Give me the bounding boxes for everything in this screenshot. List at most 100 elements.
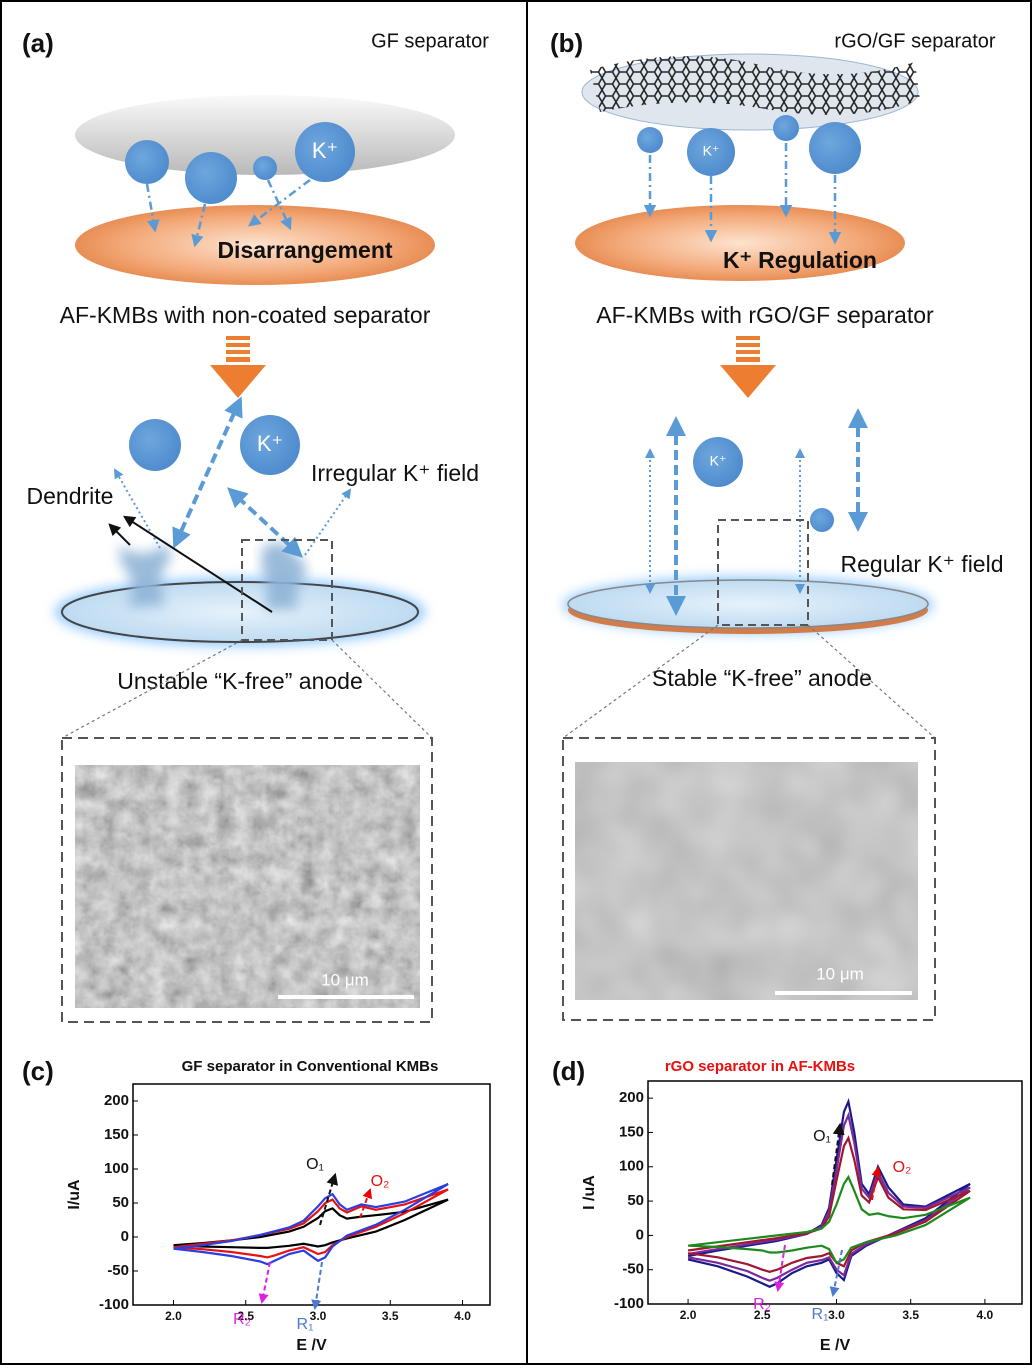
cv-curve — [173, 1182, 449, 1266]
panel-b: (b) rGO/GF separator K⁺ K⁺ Regulation AF… — [550, 28, 1004, 1021]
panel-a: (a) GF separator K⁺ Disarrangement AF-KM… — [22, 28, 489, 1023]
peak-label: O₂ — [371, 1173, 390, 1190]
shape — [172, 396, 243, 549]
shape — [248, 179, 311, 227]
cv-curve — [173, 1188, 449, 1259]
y-tick-label: 50 — [112, 1194, 129, 1211]
ion — [125, 140, 169, 184]
shape — [227, 487, 303, 558]
y-tick-label: 50 — [627, 1192, 644, 1209]
y-tick-label: 100 — [104, 1160, 129, 1177]
x-tick-label: 4.0 — [454, 1309, 471, 1323]
shape — [108, 523, 131, 546]
panel-label: (b) — [550, 28, 583, 58]
ion — [773, 115, 799, 141]
shape — [736, 357, 760, 362]
sem-box — [61, 737, 433, 1023]
shape — [210, 365, 266, 398]
shape — [108, 515, 273, 613]
y-tick-label: -50 — [107, 1262, 129, 1279]
field-label: Regular K⁺ field — [841, 551, 1004, 577]
y-axis-label: I/uA — [66, 1179, 83, 1210]
ion — [809, 122, 861, 174]
anode-label: Stable “K-free” anode — [652, 665, 872, 691]
ion — [810, 508, 834, 532]
scale-label: 10 μm — [321, 970, 369, 989]
x-axis-label: E /V — [820, 1337, 851, 1354]
y-tick-label: 100 — [619, 1158, 644, 1175]
ion — [129, 419, 181, 471]
panel-label: (c) — [22, 1056, 54, 1086]
ion-label: K⁺ — [703, 143, 720, 159]
x-tick-label: 3.5 — [902, 1308, 919, 1322]
cathode-label: K⁺ Regulation — [723, 247, 877, 273]
ion — [687, 128, 735, 176]
cathode — [75, 205, 435, 285]
shape — [226, 336, 250, 340]
ion-label: K⁺ — [257, 431, 283, 456]
shape — [720, 365, 776, 398]
anode — [567, 579, 929, 629]
x-tick-label: 2.0 — [680, 1308, 697, 1322]
x-tick-label: 3.0 — [310, 1309, 327, 1323]
cv-curve — [687, 1174, 971, 1265]
shape — [122, 515, 273, 613]
dendrite — [262, 542, 306, 610]
ion — [693, 437, 743, 487]
shape — [331, 639, 433, 739]
panel-title: rGO/GF separator — [834, 30, 995, 52]
shape — [562, 624, 719, 739]
peak-arrow — [831, 1122, 845, 1186]
y-tick-label: -50 — [622, 1261, 644, 1278]
shape — [562, 624, 936, 739]
y-tick-label: -100 — [614, 1295, 644, 1312]
y-tick-label: 150 — [619, 1123, 644, 1140]
shape — [643, 143, 842, 245]
x-tick-label: 3.5 — [382, 1309, 399, 1323]
ion-label: K⁺ — [710, 453, 727, 469]
shape — [210, 336, 266, 398]
peak-arrow — [319, 1172, 338, 1226]
x-tick-label: 2.5 — [237, 1309, 254, 1323]
x-tick-label: 4.0 — [977, 1308, 994, 1322]
peak-label: R₂ — [233, 1311, 251, 1328]
peak-label: R₂ — [753, 1296, 771, 1313]
cathode — [575, 205, 905, 281]
ion — [185, 152, 237, 204]
shape — [191, 203, 207, 248]
x-tick-label: 2.5 — [754, 1308, 771, 1322]
field-label: Irregular K⁺ field — [311, 460, 479, 486]
peak-label: R₁ — [297, 1316, 314, 1333]
y-tick-label: 200 — [619, 1089, 644, 1106]
separator — [75, 95, 455, 175]
x-axis-label: E /V — [296, 1337, 327, 1354]
shape — [736, 343, 760, 347]
shape — [145, 179, 311, 248]
shape — [720, 336, 776, 398]
x-tick-label: 2.0 — [165, 1309, 182, 1323]
panel-title: GF separator — [371, 30, 489, 52]
shape — [807, 624, 936, 739]
cv-curve — [687, 1111, 971, 1282]
ion — [240, 415, 300, 475]
caption: AF-KMBs with rGO/GF separator — [596, 302, 934, 328]
y-tick-label: 150 — [104, 1126, 129, 1143]
shape — [226, 343, 250, 347]
shape — [666, 408, 868, 616]
shape — [736, 350, 760, 354]
panel-label: (a) — [22, 28, 54, 58]
panel-label: (d) — [552, 1056, 585, 1086]
peak-arrow — [871, 1166, 882, 1201]
peak-label: O₁ — [813, 1128, 831, 1145]
peak-label: O₁ — [306, 1156, 324, 1173]
graphene — [590, 56, 920, 115]
plot-frame — [647, 1080, 1023, 1305]
sem-image — [75, 765, 420, 1008]
y-tick-label: 0 — [121, 1228, 129, 1245]
shape — [61, 639, 243, 739]
shape — [736, 336, 760, 340]
cv-curve — [173, 1198, 449, 1249]
sem-box — [562, 737, 936, 1021]
y-tick-label: 0 — [636, 1226, 644, 1243]
